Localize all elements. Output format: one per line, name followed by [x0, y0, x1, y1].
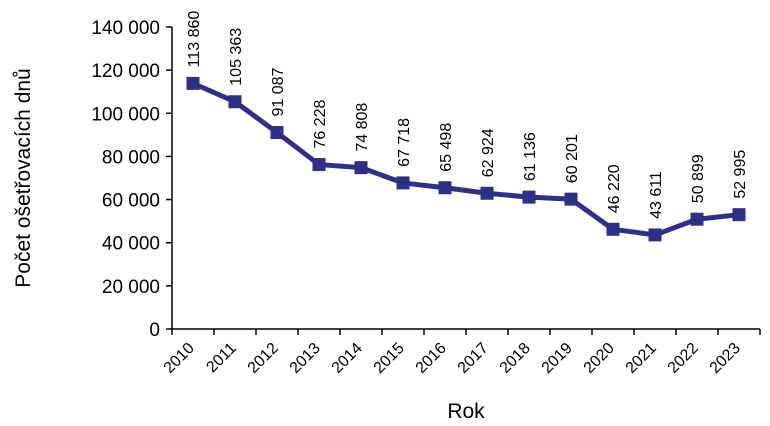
- y-tick-label: 80 000: [102, 147, 160, 168]
- x-tick-label: 2016: [413, 340, 450, 377]
- y-axis: 0 20 000 40 000 60 000 80 000 100 000 120 000 1…: [91, 18, 173, 341]
- data-label: 43 611: [648, 171, 665, 219]
- data-labels: 113 860 105 363 91 087 76 228 74 808 67 718 65…: [186, 11, 749, 219]
- y-tick-label: 20 000: [102, 277, 160, 298]
- x-tick-label: 2021: [623, 340, 660, 377]
- x-tick-label: 2015: [371, 340, 408, 377]
- data-point-marker: [564, 192, 578, 206]
- data-label: 105 363: [228, 28, 245, 86]
- data-label: 62 924: [480, 128, 497, 177]
- data-label: 76 228: [312, 100, 329, 149]
- data-point-marker: [186, 76, 200, 90]
- data-point-marker: [270, 126, 284, 140]
- y-tick-label: 100 000: [91, 104, 160, 125]
- data-label: 65 498: [438, 123, 455, 172]
- y-tick-label: 0: [149, 320, 160, 341]
- data-point-marker: [648, 228, 662, 242]
- data-point-marker: [228, 95, 242, 109]
- data-point-marker: [480, 186, 494, 200]
- x-axis: 2010 2011 2012 2013 2014 2015 2016 2017 2018 2019…: [161, 328, 761, 377]
- series-line: [186, 76, 746, 242]
- data-point-marker: [396, 176, 410, 190]
- data-label: 50 899: [690, 154, 707, 203]
- series-line-path: [192, 81, 740, 238]
- x-tick-label: 2010: [161, 340, 198, 377]
- data-point-marker: [606, 222, 620, 236]
- data-label: 74 808: [354, 103, 371, 152]
- x-axis-title: Rok: [447, 400, 485, 423]
- data-point-marker: [522, 190, 536, 204]
- x-tick-label: 2014: [329, 340, 366, 377]
- x-tick-label: 2019: [539, 340, 576, 377]
- data-point-marker: [354, 161, 368, 175]
- y-tick-label: 120 000: [91, 61, 160, 82]
- data-point-marker: [690, 212, 704, 226]
- x-tick-label: 2020: [581, 340, 618, 377]
- y-tick-label: 40 000: [102, 234, 160, 255]
- x-tick-label: 2013: [287, 340, 324, 377]
- data-label: 52 995: [732, 150, 749, 199]
- data-point-marker: [312, 158, 326, 172]
- y-tick-label: 140 000: [91, 18, 160, 39]
- data-point-marker: [732, 208, 746, 222]
- x-tick-label: 2017: [455, 340, 492, 377]
- y-axis-title: Počet ošetřovacích dnů: [12, 68, 35, 287]
- data-label: 46 220: [606, 164, 623, 213]
- data-point-marker: [438, 181, 452, 195]
- data-label: 61 136: [522, 132, 539, 181]
- data-label: 113 860: [186, 11, 203, 68]
- data-label: 67 718: [396, 118, 413, 167]
- x-tick-label: 2022: [665, 340, 702, 377]
- x-tick-label: 2023: [707, 340, 744, 377]
- data-label: 91 087: [270, 67, 287, 116]
- data-label: 60 201: [564, 134, 581, 183]
- x-tick-label: 2018: [497, 340, 534, 377]
- x-tick-label: 2011: [203, 340, 239, 376]
- x-tick-label: 2012: [245, 340, 282, 377]
- y-tick-label: 60 000: [102, 191, 160, 212]
